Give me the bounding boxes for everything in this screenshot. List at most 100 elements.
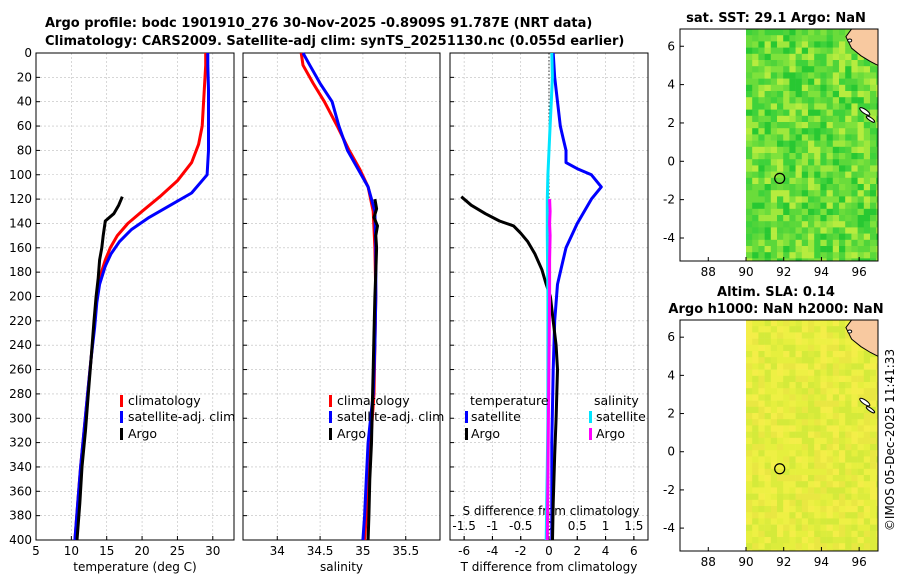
map-cell (764, 91, 772, 98)
map-cell (876, 258, 879, 262)
y-tick-label: 140 (9, 216, 32, 230)
map-cell (758, 60, 765, 67)
map-cell (876, 72, 879, 79)
map-cell (820, 140, 827, 148)
map-cell (839, 462, 846, 470)
map-cell (783, 425, 790, 432)
map-cell (795, 375, 803, 383)
map-cell (752, 41, 759, 48)
map-cell (851, 363, 858, 370)
island-weh (847, 38, 853, 43)
map-cell (839, 146, 846, 154)
map-cell (845, 382, 852, 389)
map-cell (820, 332, 827, 339)
map-cell (820, 190, 827, 197)
map-cell (851, 406, 858, 414)
map-cell (795, 29, 803, 36)
map-cell (832, 29, 840, 36)
map-cell (851, 233, 858, 241)
map-cell (876, 165, 879, 172)
map-cell (814, 128, 821, 135)
map-cell (839, 47, 846, 55)
map-cell (814, 184, 821, 191)
map-cell (770, 394, 778, 401)
map-cell (826, 122, 834, 129)
map-cell (746, 239, 753, 247)
map-cell (832, 493, 840, 501)
map-cell (839, 128, 846, 135)
map-cell (758, 326, 765, 333)
map-cell (752, 196, 759, 203)
map-cell (777, 462, 784, 470)
map-cell (758, 320, 765, 327)
map-cell (777, 84, 784, 92)
map-cell (826, 159, 834, 166)
map-cell (851, 462, 858, 470)
map-cell (801, 41, 809, 48)
map-cell (845, 134, 852, 141)
map-cell (857, 202, 865, 210)
map-cell (851, 431, 858, 439)
map-cell (746, 140, 753, 148)
map-cell (870, 382, 877, 389)
map-cell (777, 512, 784, 519)
map-cell (839, 332, 846, 339)
map-cell (801, 444, 809, 451)
map-cell (832, 456, 840, 463)
map-cell (783, 406, 790, 414)
map-cell (752, 487, 759, 494)
map-cell (832, 190, 840, 197)
map-cell (777, 530, 784, 538)
map-cell (783, 468, 790, 476)
map-cell (851, 122, 858, 129)
map-cell (876, 543, 879, 550)
map-cell (863, 462, 871, 470)
map-cell (777, 475, 784, 482)
map-cell (764, 357, 772, 364)
map-cell (758, 140, 765, 148)
map-cell (801, 450, 809, 457)
map-cell (808, 53, 815, 61)
map-cell (832, 153, 840, 160)
map-cell (783, 159, 790, 166)
map-cell (764, 369, 772, 377)
map-cell (839, 506, 846, 513)
map-cell (839, 400, 846, 408)
map-cell (857, 444, 865, 451)
map-cell (863, 252, 871, 259)
map-cell (851, 444, 858, 451)
map-cell (808, 425, 815, 432)
map-cell (870, 357, 877, 364)
map-cell (839, 165, 846, 172)
map-cell (801, 208, 809, 216)
map-cell (783, 91, 790, 98)
map-cell (845, 208, 852, 216)
map-cell (783, 332, 790, 339)
map-cell (758, 239, 765, 247)
map-cell (789, 72, 796, 79)
map-cell (777, 487, 784, 494)
x-tick-label: 92 (776, 555, 791, 569)
map-cell (795, 215, 803, 222)
map-cell (826, 177, 834, 185)
map-cell (764, 481, 772, 488)
y-tick-label: 240 (9, 338, 32, 352)
map-cell (845, 252, 852, 259)
map-cell (746, 394, 753, 401)
map-cell (789, 252, 796, 259)
map-cell (783, 431, 790, 439)
map-cell (808, 47, 815, 55)
map-cell (746, 66, 753, 73)
map-cell (789, 177, 796, 185)
map-cell (770, 499, 778, 507)
map-cell (795, 524, 803, 532)
map-cell (752, 382, 759, 389)
map-cell (808, 258, 815, 262)
map-cell (746, 60, 753, 67)
map-cell (814, 41, 821, 48)
map-cell (783, 506, 790, 513)
map-cell (789, 246, 796, 253)
map-cell (783, 481, 790, 488)
map-cell (820, 72, 827, 79)
map-cell (808, 388, 815, 395)
